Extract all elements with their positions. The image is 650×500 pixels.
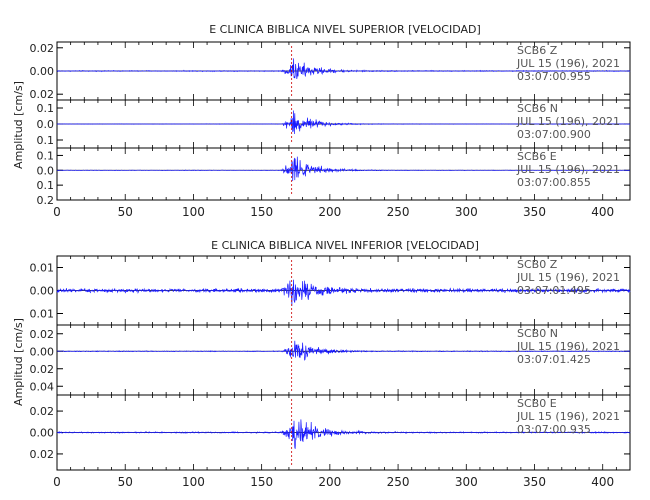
- x-tick-label: 350: [523, 475, 546, 489]
- channel-label: SCB0 N: [517, 327, 558, 340]
- seismic-trace: [56, 419, 631, 449]
- channel-time: 03:07:00.900: [517, 128, 591, 141]
- seismic-trace: [56, 156, 631, 182]
- y-tick-label: 0.02: [30, 42, 55, 55]
- y-tick-label: 0.02: [30, 363, 55, 376]
- channel-time: 03:07:01.495: [517, 284, 591, 297]
- y-tick-label: 0.2: [37, 194, 55, 207]
- channel-label: SCB6 E: [517, 150, 557, 163]
- lower-chart-ylabel: Amplitud [cm/s]: [12, 318, 25, 406]
- channel-date: JUL 15 (196), 2021: [516, 163, 620, 176]
- y-tick-label: 0.01: [30, 308, 55, 321]
- upper-chart: E CLINICA BIBLICA NIVEL SUPERIOR [VELOCI…: [12, 23, 481, 169]
- y-tick-label: 0.1: [37, 102, 55, 115]
- x-tick-label: 250: [387, 205, 410, 219]
- seismic-trace: [56, 110, 631, 135]
- x-tick-label: 0: [53, 475, 61, 489]
- y-tick-label: 0.04: [30, 380, 55, 393]
- x-tick-label: 150: [250, 475, 273, 489]
- upper-chart-title: E CLINICA BIBLICA NIVEL SUPERIOR [VELOCI…: [209, 23, 481, 36]
- channel-time: 03:07:00.935: [517, 423, 591, 436]
- seismic-trace: [56, 340, 631, 361]
- y-tick-label: 0.02: [30, 405, 55, 418]
- x-tick-label: 0: [53, 205, 61, 219]
- y-tick-label: 0.00: [30, 285, 55, 298]
- y-tick-label: 0.00: [30, 427, 55, 440]
- channel-date: JUL 15 (196), 2021: [516, 410, 620, 423]
- y-tick-label: 0.0: [37, 118, 55, 131]
- x-tick-label: 400: [591, 205, 614, 219]
- channel-time: 03:07:01.425: [517, 353, 591, 366]
- channel-date: JUL 15 (196), 2021: [516, 57, 620, 70]
- seismic-trace: [56, 58, 631, 80]
- y-tick-label: 0.01: [30, 262, 55, 275]
- channel-label: SCB6 Z: [517, 44, 558, 57]
- channel-time: 03:07:00.955: [517, 70, 591, 83]
- x-tick-label: 400: [591, 475, 614, 489]
- x-tick-label: 150: [250, 205, 273, 219]
- channel-date: JUL 15 (196), 2021: [516, 340, 620, 353]
- x-tick-label: 100: [182, 475, 205, 489]
- x-tick-label: 300: [455, 475, 478, 489]
- x-tick-label: 50: [118, 475, 133, 489]
- x-tick-label: 200: [318, 475, 341, 489]
- channel-label: SCB0 Z: [517, 258, 558, 271]
- y-tick-label: 0.1: [37, 134, 55, 147]
- x-tick-label: 350: [523, 205, 546, 219]
- y-tick-label: 0.02: [30, 448, 55, 461]
- y-tick-label: 0.00: [30, 65, 55, 78]
- x-tick-label: 300: [455, 205, 478, 219]
- y-tick-label: 0.0: [37, 164, 55, 177]
- channel-date: JUL 15 (196), 2021: [516, 271, 620, 284]
- x-tick-label: 50: [118, 205, 133, 219]
- y-tick-label: 0.02: [30, 328, 55, 341]
- y-tick-label: 0.02: [30, 88, 55, 101]
- x-tick-label: 200: [318, 205, 341, 219]
- x-tick-label: 100: [182, 205, 205, 219]
- seismic-trace: [56, 279, 631, 307]
- x-tick-label: 250: [387, 475, 410, 489]
- channel-label: SCB6 N: [517, 102, 558, 115]
- lower-chart-title: E CLINICA BIBLICA NIVEL INFERIOR [VELOCI…: [211, 239, 479, 252]
- y-tick-label: 0.1: [37, 179, 55, 192]
- y-tick-label: 0.00: [30, 345, 55, 358]
- channel-date: JUL 15 (196), 2021: [516, 115, 620, 128]
- lower-chart: E CLINICA BIBLICA NIVEL INFERIOR [VELOCI…: [12, 239, 479, 406]
- upper-chart-ylabel: Amplitud [cm/s]: [12, 81, 25, 169]
- channel-time: 03:07:00.855: [517, 176, 591, 189]
- y-tick-label: 0.1: [37, 149, 55, 162]
- channel-label: SCB0 E: [517, 397, 557, 410]
